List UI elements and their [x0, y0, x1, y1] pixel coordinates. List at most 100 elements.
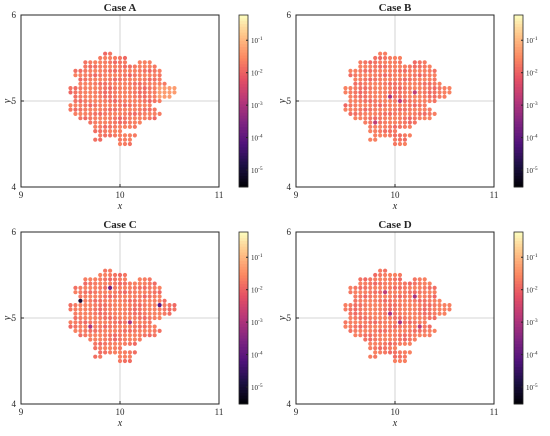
colorbar-segment — [514, 320, 523, 325]
data-point — [392, 315, 398, 321]
data-point — [152, 324, 157, 329]
data-point — [83, 107, 88, 112]
data-point — [407, 64, 412, 69]
data-point — [348, 98, 353, 104]
data-point — [383, 303, 388, 308]
colorbar-frame — [238, 14, 249, 188]
data-point — [358, 107, 363, 112]
data-point — [392, 120, 398, 125]
data-point — [147, 324, 152, 329]
y-tick-label: 6 — [287, 10, 292, 20]
data-point — [98, 294, 103, 299]
data-point — [88, 77, 93, 82]
data-point — [363, 120, 368, 125]
data-point — [402, 333, 407, 338]
panel-title: Case B — [379, 2, 412, 14]
data-point — [402, 116, 407, 121]
colorbar-segment — [239, 269, 248, 273]
data-point — [363, 303, 368, 308]
data-point — [108, 328, 113, 333]
data-point — [392, 133, 398, 138]
data-point — [373, 137, 378, 142]
colorbar-segment — [239, 132, 248, 136]
data-point — [122, 124, 128, 129]
data-point — [112, 116, 118, 121]
data-point — [412, 303, 417, 308]
data-point — [73, 98, 78, 104]
data-point — [88, 107, 93, 112]
colorbar-segment — [239, 118, 248, 122]
data-point — [127, 94, 132, 99]
colorbar-segment — [514, 83, 523, 88]
data-point — [402, 81, 407, 86]
data-point — [88, 60, 93, 65]
data-point — [417, 68, 422, 73]
data-point — [78, 103, 83, 108]
data-point — [88, 320, 93, 325]
data-point — [83, 94, 88, 99]
data-point — [412, 81, 417, 86]
data-point — [83, 315, 88, 321]
data-point — [387, 315, 393, 321]
data-point — [373, 86, 378, 91]
colorbar-segment — [514, 37, 523, 42]
data-point — [137, 277, 142, 282]
colorbar-segment — [514, 361, 523, 365]
data-point — [152, 281, 157, 286]
colorbar-segment — [514, 295, 523, 299]
data-point — [368, 341, 373, 346]
data-point — [427, 73, 432, 78]
data-point — [112, 90, 118, 95]
data-point — [412, 311, 417, 316]
data-point — [383, 64, 388, 69]
colorbar-segment — [239, 35, 248, 39]
colorbar-segment — [239, 26, 248, 30]
data-point — [112, 294, 118, 299]
data-point — [112, 320, 118, 325]
data-point — [402, 281, 407, 286]
data-point — [93, 73, 98, 78]
data-point — [108, 298, 113, 303]
data-point — [397, 358, 403, 364]
data-point — [127, 81, 132, 86]
data-point — [402, 354, 407, 359]
y-axis-label: y — [2, 315, 13, 321]
colorbar-segment — [239, 106, 248, 110]
data-point — [363, 333, 368, 338]
colorbar-segment — [514, 169, 523, 174]
colorbar-segment — [239, 361, 248, 365]
colorbar-segment — [514, 355, 523, 359]
data-point — [392, 298, 398, 303]
data-point — [383, 98, 388, 104]
data-point — [127, 320, 132, 325]
data-point — [412, 315, 417, 321]
data-point — [127, 311, 132, 316]
data-point — [117, 307, 123, 312]
data-point — [353, 68, 358, 73]
data-point — [83, 290, 88, 295]
colorbar-segment — [514, 98, 523, 102]
data-point — [108, 86, 113, 91]
data-point — [363, 64, 368, 69]
data-point — [132, 315, 137, 321]
data-point — [157, 86, 162, 91]
data-point — [78, 73, 83, 78]
data-point — [157, 73, 162, 78]
colorbar-segment — [239, 272, 248, 276]
colorbar-segment — [239, 149, 248, 153]
data-point — [412, 116, 417, 121]
data-point — [73, 307, 78, 312]
data-point — [378, 350, 383, 355]
data-point — [412, 337, 417, 342]
data-point — [353, 294, 358, 299]
data-point — [127, 141, 132, 147]
data-point — [108, 103, 113, 108]
data-point — [152, 290, 157, 295]
colorbar-segment — [514, 55, 523, 59]
data-point — [348, 290, 353, 295]
data-point — [88, 303, 93, 308]
colorbar-segment — [514, 346, 523, 350]
data-point — [103, 68, 108, 73]
data-point — [78, 116, 83, 121]
data-point — [397, 133, 403, 138]
